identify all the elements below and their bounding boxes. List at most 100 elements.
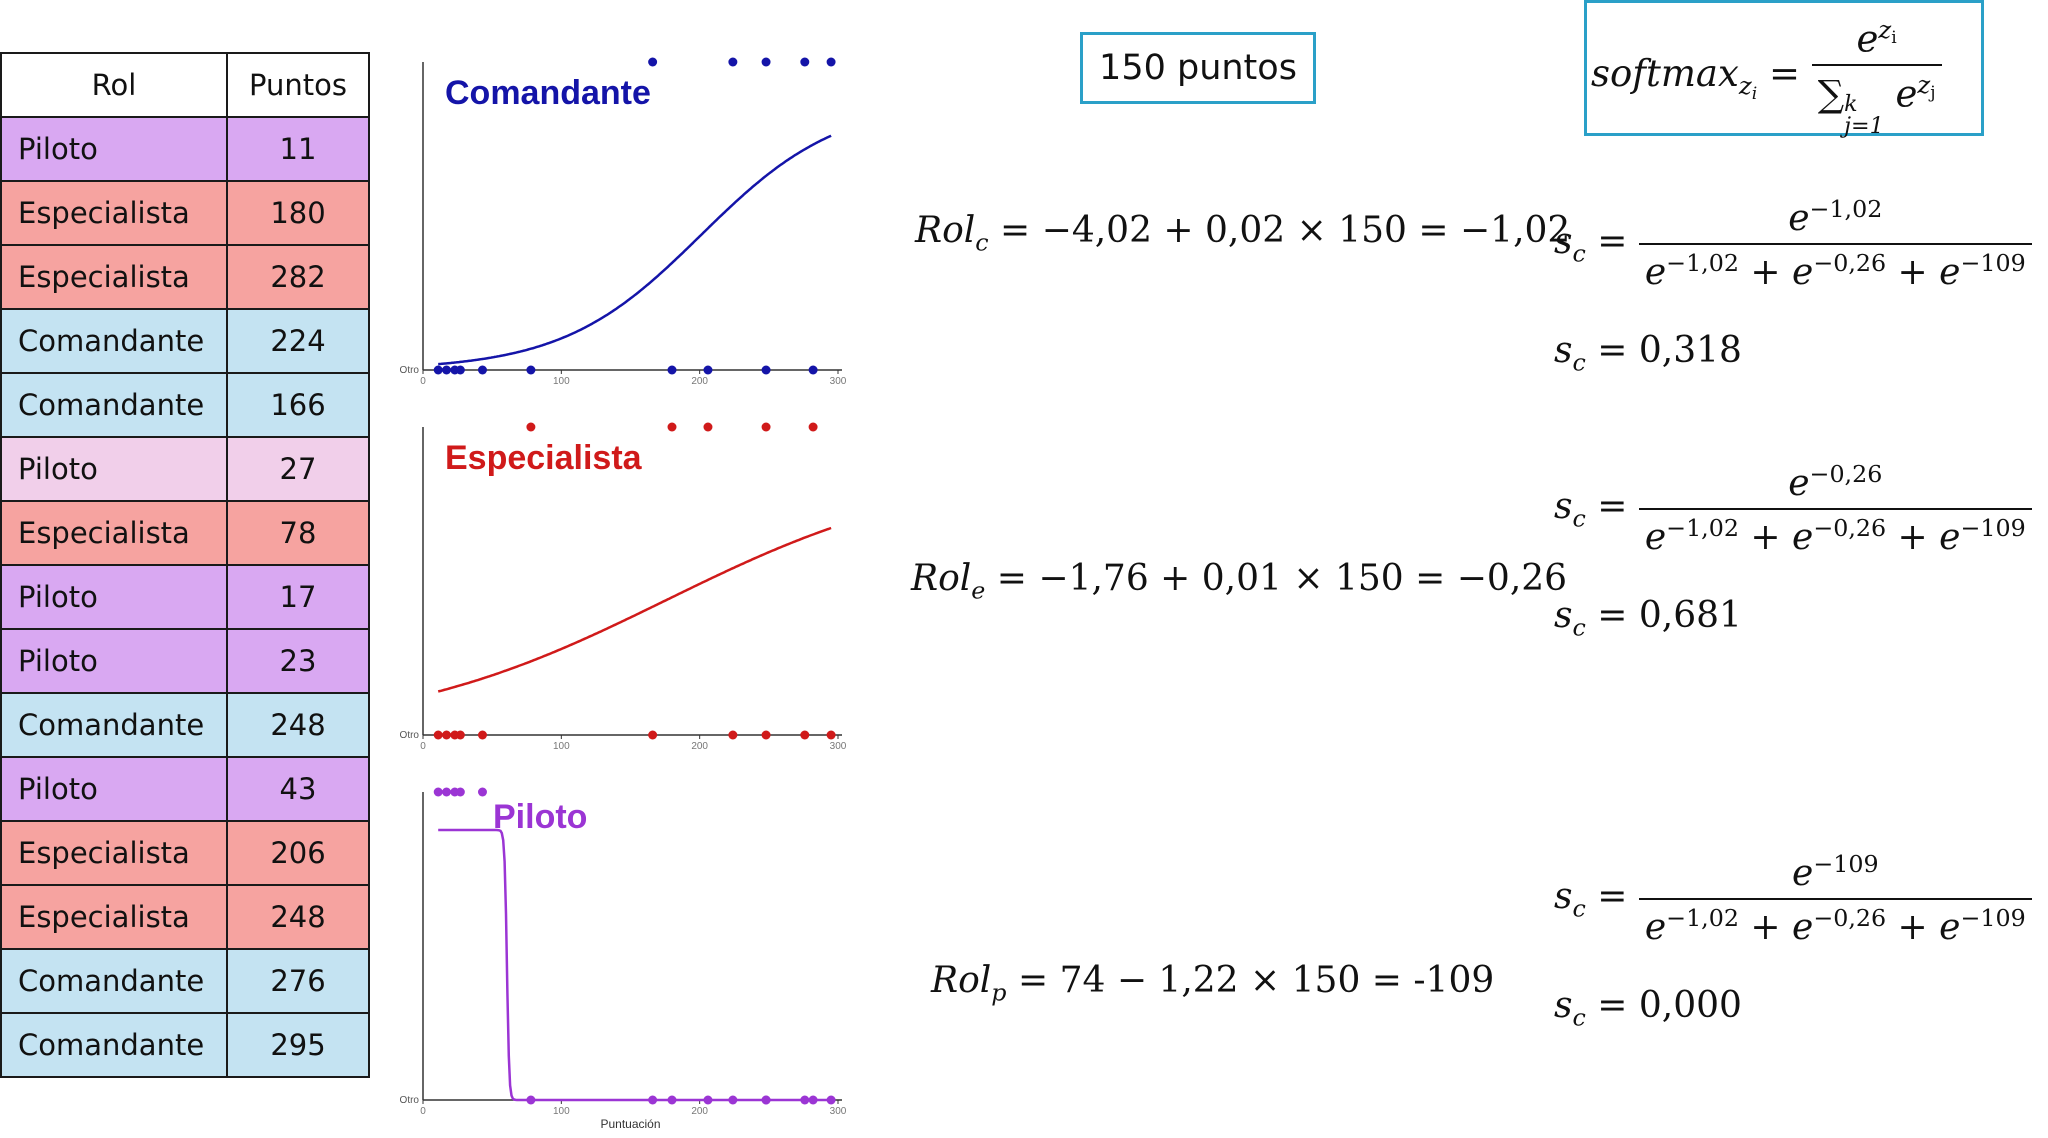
softmax-den-sup: zj — [1917, 70, 1935, 103]
result-fraction: e−109 e−1,02 + e−0,26 + e−109 — [1638, 850, 2032, 948]
result-sub: c — [1572, 504, 1586, 533]
data-point-bottom — [808, 365, 818, 375]
data-point-bottom — [526, 1095, 536, 1105]
softmax-denominator: ∑ k j=1 ezj — [1811, 64, 1942, 138]
data-point-bottom — [761, 730, 771, 740]
table-row: Especialista 248 — [0, 884, 370, 950]
data-point-top — [526, 422, 536, 432]
result-lhs: s — [1554, 221, 1573, 263]
cell-rol: Especialista — [0, 884, 228, 950]
softmax-result-fraction: sc = e−109 e−1,02 + e−0,26 + e−109 — [1554, 850, 2032, 948]
cell-puntos: 11 — [226, 116, 370, 182]
puntos-box: 150 puntos — [1080, 32, 1316, 104]
result-value: 0,681 — [1638, 595, 1742, 636]
data-point-bottom — [800, 1095, 810, 1105]
data-point-bottom — [477, 730, 487, 740]
data-point-bottom — [667, 1095, 677, 1105]
data-point-bottom — [728, 1095, 738, 1105]
table-row: Comandante 295 — [0, 1012, 370, 1078]
equation-rhs: = −4,02 + 0,02 × 150 = −1,02 — [988, 210, 1571, 251]
chart-title: Comandante — [445, 74, 651, 112]
cell-rol: Piloto — [0, 756, 228, 822]
softmax-num-sup: zi — [1878, 15, 1896, 48]
softmax-result-fraction: sc = e−0,26 e−1,02 + e−0,26 + e−109 — [1554, 460, 2032, 558]
result-den-exp: −1,02 — [1666, 904, 1739, 933]
cell-puntos: 180 — [226, 180, 370, 246]
data-point-bottom — [442, 365, 452, 375]
cell-rol: Piloto — [0, 628, 228, 694]
result-sub: c — [1572, 348, 1586, 377]
equation-lhs: Rol — [931, 960, 992, 1001]
result-denominator: e−1,02 + e−0,26 + e−109 — [1638, 508, 2032, 558]
data-point-top — [442, 787, 452, 797]
table-row: Comandante 166 — [0, 372, 370, 438]
softmax-den-sup-j: j — [1930, 83, 1936, 104]
result-denominator: e−1,02 + e−0,26 + e−109 — [1638, 898, 2032, 948]
cell-puntos: 27 — [226, 436, 370, 502]
chart-piloto: Otro 0 100 200 300 Puntuación Piloto — [383, 770, 853, 1131]
result-value: 0,000 — [1638, 985, 1742, 1026]
table-row: Especialista 206 — [0, 820, 370, 886]
y-axis-label: Otro — [400, 365, 420, 376]
chart-title: Piloto — [493, 798, 587, 836]
softmax-num-sup-z: z — [1878, 15, 1892, 44]
data-point-top — [826, 57, 836, 67]
cell-puntos: 17 — [226, 564, 370, 630]
data-point-bottom — [433, 730, 443, 740]
cell-puntos: 224 — [226, 308, 370, 374]
equation-lhs: Rol — [911, 558, 972, 599]
result-numerator: e−0,26 — [1788, 460, 1883, 505]
result-equals: = — [1585, 486, 1639, 528]
table-row: Especialista 78 — [0, 500, 370, 566]
header-rol: Rol — [0, 52, 228, 118]
softmax-formula: softmaxzi = ezi ∑ k j=1 ezj — [1591, 15, 1942, 138]
softmax-lhs-sub-i: i — [1751, 84, 1758, 105]
cell-rol: Especialista — [0, 244, 228, 310]
x-tick-label: 300 — [830, 1106, 847, 1117]
probability-curve — [438, 134, 832, 366]
data-point-top — [648, 57, 658, 67]
result-equals: = — [1585, 985, 1639, 1026]
result-numerator: e−1,02 — [1788, 195, 1883, 240]
data-point-bottom — [703, 1095, 713, 1105]
data-point-bottom — [455, 365, 465, 375]
cell-rol: Comandante — [0, 308, 228, 374]
cell-rol: Especialista — [0, 820, 228, 886]
result-den-exp: −0,26 — [1813, 249, 1887, 278]
result-lhs: s — [1554, 876, 1573, 918]
cell-puntos: 166 — [226, 372, 370, 438]
data-point-bottom — [761, 1095, 771, 1105]
result-den-exp: −1,02 — [1666, 514, 1739, 543]
table-row: Especialista 180 — [0, 180, 370, 246]
cell-rol: Piloto — [0, 116, 228, 182]
data-point-bottom — [648, 1095, 658, 1105]
table-row: Comandante 248 — [0, 692, 370, 758]
softmax-den-base: e — [1895, 72, 1918, 116]
cell-puntos: 23 — [226, 628, 370, 694]
equation-sub: c — [975, 228, 989, 257]
x-axis-label: Puntuación — [600, 1117, 660, 1131]
result-equals: = — [1585, 221, 1639, 263]
table-row: Piloto 27 — [0, 436, 370, 502]
result-den-exp: −109 — [1960, 249, 2026, 278]
equation-rhs: = −1,76 + 0,01 × 150 = −0,26 — [985, 558, 1568, 599]
equation-lhs: Rol — [915, 210, 976, 251]
equation-piloto: Rolp = 74 − 1,22 × 150 = -109 — [931, 960, 1494, 1006]
softmax-den-sup-z: z — [1917, 70, 1931, 100]
result-equals: = — [1585, 595, 1639, 636]
softmax-result-value: sc = 0,318 — [1554, 330, 1742, 376]
softmax-result-fraction: sc = e−1,02 e−1,02 + e−0,26 + e−109 — [1554, 195, 2032, 293]
result-equals: = — [1585, 876, 1639, 918]
softmax-num-base: e — [1856, 17, 1879, 61]
table-row: Especialista 282 — [0, 244, 370, 310]
data-point-top — [761, 422, 771, 432]
table-row: Piloto 17 — [0, 564, 370, 630]
data-point-bottom — [728, 730, 738, 740]
chart-comandante: Otro 0 100 200 300 Comandante — [383, 40, 853, 387]
result-den-exp: −109 — [1960, 514, 2026, 543]
cell-puntos: 295 — [226, 1012, 370, 1078]
chart-especialista: Otro 0 100 200 300 Especialista — [383, 405, 853, 752]
probability-curve — [438, 828, 832, 1102]
result-denominator: e−1,02 + e−0,26 + e−109 — [1638, 243, 2032, 293]
